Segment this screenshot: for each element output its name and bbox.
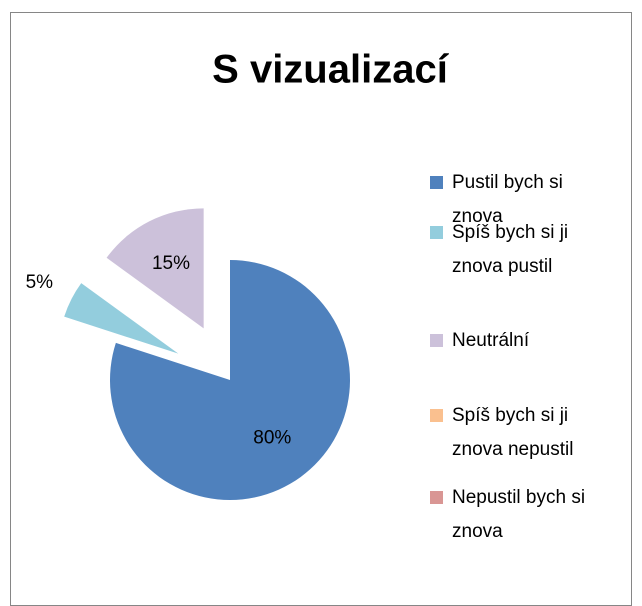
legend-swatch bbox=[430, 409, 443, 422]
legend-swatch bbox=[430, 491, 443, 504]
data-label: 15% bbox=[152, 253, 190, 274]
legend-label: Pustil bych si znova bbox=[452, 172, 563, 227]
legend-item: Nepustil bych si znova bbox=[430, 481, 630, 549]
legend-item: Spíš bych si ji znova nepustil bbox=[430, 399, 630, 467]
legend-swatch bbox=[430, 334, 443, 347]
pie-slice bbox=[64, 283, 179, 354]
data-label: 5% bbox=[26, 272, 54, 293]
pie-slice bbox=[106, 208, 204, 329]
legend-item: Neutrální bbox=[430, 324, 630, 358]
legend-item: Spíš bych si ji znova pustil bbox=[430, 216, 630, 284]
legend-label: Neutrální bbox=[452, 330, 530, 351]
legend-swatch bbox=[430, 226, 443, 239]
legend-label: Nepustil bych si znova bbox=[452, 487, 586, 542]
pie-slice bbox=[110, 260, 350, 501]
legend-item: Pustil bych si znova bbox=[430, 166, 630, 234]
legend-label: Spíš bych si ji znova nepustil bbox=[452, 405, 574, 460]
legend-swatch bbox=[430, 176, 443, 189]
chart-title: S vizualizací bbox=[212, 48, 450, 92]
legend-label: Spíš bych si ji znova pustil bbox=[452, 222, 569, 277]
data-label: 80% bbox=[253, 427, 291, 448]
